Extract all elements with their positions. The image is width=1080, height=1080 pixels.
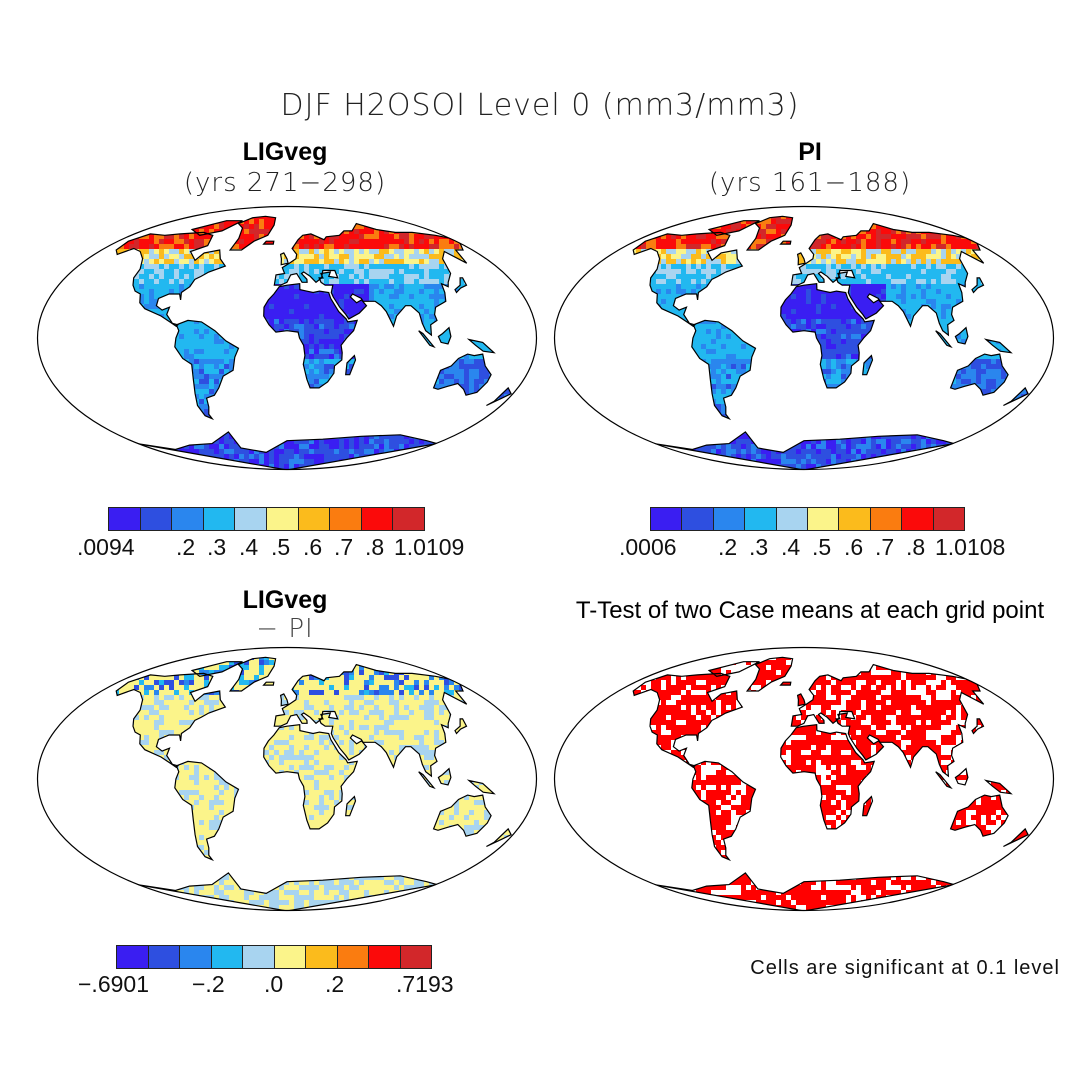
map-pi-field — [633, 216, 1029, 470]
colorbar-pi-label-1: .2 — [718, 534, 737, 561]
colorbar-ligveg-label-6: .7 — [334, 534, 353, 561]
cbar-ligveg-swatch-1 — [140, 508, 173, 530]
cbar-pi-swatch-8 — [902, 508, 934, 530]
cbar-diff-swatch-1 — [148, 946, 180, 968]
colorbar-ligveg-label-3: .4 — [239, 534, 258, 561]
cbar-ligveg-swatch-8 — [361, 508, 394, 530]
cbar-diff-swatch-2 — [180, 946, 212, 968]
colorbar-ligveg-label-5: .6 — [303, 534, 322, 561]
cbar-diff-swatch-8 — [369, 946, 401, 968]
cbar-pi-swatch-1 — [682, 508, 714, 530]
cbar-pi-swatch-2 — [713, 508, 746, 530]
panel-title-ligveg: LIGveg — [170, 138, 400, 167]
cbar-ligveg-swatch-4 — [235, 508, 267, 530]
cbar-diff-swatch-5 — [274, 946, 306, 968]
map-diff — [36, 646, 538, 912]
colorbar-pi-label-6: .7 — [875, 534, 894, 561]
colorbar-diff-label-0: −.6901 — [78, 971, 149, 998]
map-pi — [553, 205, 1055, 471]
panel-title-ttest: T-Test of two Case means at each grid po… — [540, 597, 1080, 625]
cbar-diff-swatch-9 — [400, 946, 431, 968]
colorbar-diff-label-1: −.2 — [192, 971, 225, 998]
colorbar-pi-label-0: .0006 — [619, 534, 677, 561]
significance-note: Cells are significant at 0.1 level — [600, 957, 1060, 980]
map-ttest-globe-outline — [553, 646, 1055, 912]
map-ligveg-globe-outline — [36, 205, 538, 471]
colorbar-pi-label-4: .5 — [812, 534, 831, 561]
panel-title-diff: LIGveg — [170, 586, 400, 615]
cbar-diff-swatch-6 — [306, 946, 338, 968]
colorbar-ligveg — [108, 507, 425, 531]
cbar-ligveg-swatch-6 — [298, 508, 331, 530]
panel-subtitle-pi: (yrs 161−188) — [645, 168, 975, 198]
map-ligveg — [36, 205, 538, 471]
cbar-ligveg-swatch-2 — [172, 508, 204, 530]
cbar-ligveg-swatch-7 — [330, 508, 362, 530]
cbar-ligveg-swatch-9 — [393, 508, 424, 530]
cbar-ligveg-swatch-0 — [109, 508, 141, 530]
panel-subtitle-diff: − PI — [170, 614, 400, 644]
colorbar-ligveg-label-1: .2 — [176, 534, 195, 561]
cbar-diff-swatch-4 — [243, 946, 275, 968]
cbar-pi-swatch-3 — [745, 508, 777, 530]
cbar-pi-swatch-5 — [808, 508, 840, 530]
cbar-diff-swatch-3 — [211, 946, 243, 968]
panel-subtitle-ligveg: (yrs 271−298) — [120, 168, 450, 198]
colorbar-ligveg-label-0: .0094 — [77, 534, 135, 561]
map-diff-coastlines — [115, 656, 512, 911]
map-ligveg-field — [116, 216, 512, 470]
cbar-pi-swatch-4 — [776, 508, 809, 530]
panel-title-pi: PI — [695, 138, 925, 167]
cbar-pi-swatch-0 — [651, 508, 683, 530]
colorbar-diff-label-2: .0 — [264, 971, 283, 998]
map-pi-coastlines — [632, 215, 1029, 470]
colorbar-ligveg-label-7: .8 — [365, 534, 384, 561]
colorbar-pi-label-7: .8 — [906, 534, 925, 561]
colorbar-diff — [116, 945, 432, 969]
map-ttest-coastlines — [632, 656, 1029, 911]
colorbar-ligveg-label-2: .3 — [207, 534, 226, 561]
colorbar-pi — [650, 507, 965, 531]
colorbar-pi-label-3: .4 — [781, 534, 800, 561]
map-diff-field — [116, 657, 512, 911]
colorbar-ligveg-label-4: .5 — [271, 534, 290, 561]
cbar-pi-swatch-7 — [870, 508, 903, 530]
cbar-ligveg-swatch-5 — [266, 508, 299, 530]
map-ttest — [553, 646, 1055, 912]
map-ligveg-coastlines — [115, 215, 512, 470]
map-pi-globe-outline — [553, 205, 1055, 471]
cbar-diff-swatch-0 — [117, 946, 149, 968]
colorbar-pi-label-5: .6 — [844, 534, 863, 561]
map-diff-globe-outline — [36, 646, 538, 912]
cbar-pi-swatch-9 — [933, 508, 965, 530]
figure-title: DJF H2OSOI Level 0 (mm3/mm3) — [0, 88, 1080, 123]
cbar-ligveg-swatch-3 — [203, 508, 236, 530]
colorbar-ligveg-label-8: 1.0109 — [394, 534, 464, 561]
colorbar-pi-label-8: 1.0108 — [935, 534, 1005, 561]
colorbar-pi-label-2: .3 — [749, 534, 768, 561]
colorbar-diff-label-4: .7193 — [396, 971, 454, 998]
map-ttest-field — [633, 657, 1029, 911]
cbar-pi-swatch-6 — [839, 508, 871, 530]
colorbar-diff-label-3: .2 — [325, 971, 344, 998]
cbar-diff-swatch-7 — [337, 946, 369, 968]
